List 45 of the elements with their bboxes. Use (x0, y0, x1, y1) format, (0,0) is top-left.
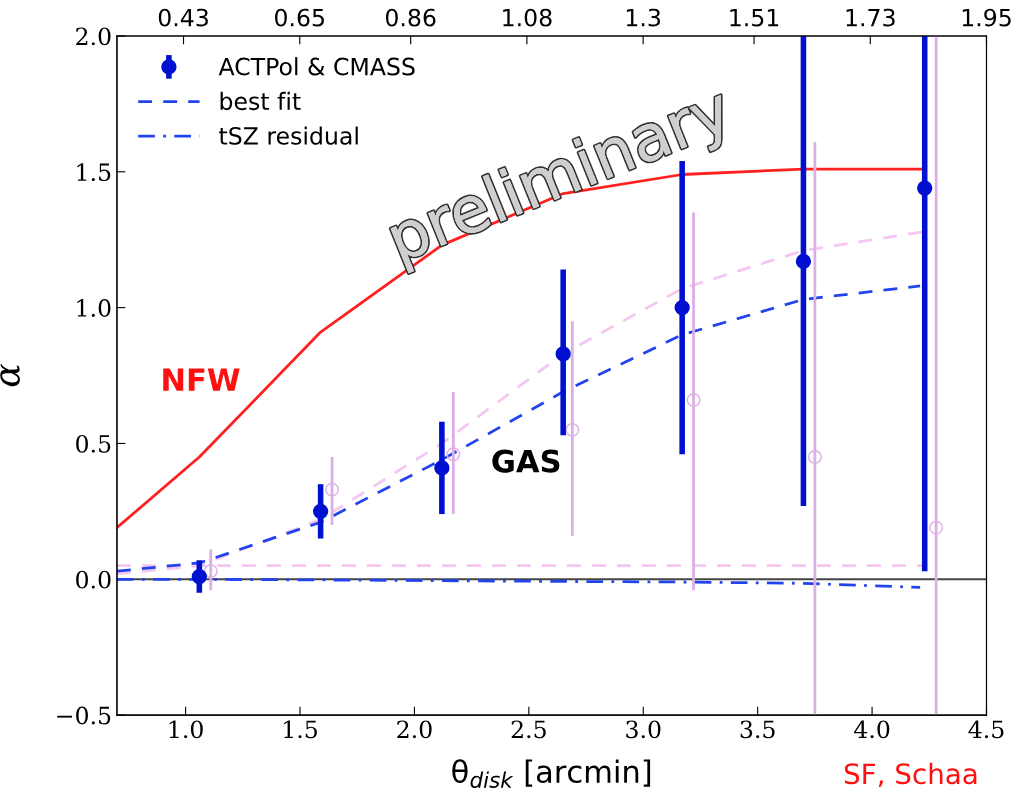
point (565, 422, 580, 437)
x2-tick-label: 1.95 (962, 8, 1011, 27)
x2-tick-label: 1.73 (846, 8, 895, 27)
x-tick-label: 1.0 (169, 720, 203, 739)
x-tick-label: 4.5 (968, 720, 1004, 739)
y-tick-label: 1.5 (77, 163, 111, 182)
x-tick-label: 4.0 (854, 720, 890, 739)
x2-tick-label: 1.51 (730, 8, 779, 27)
y-tick-label: −0.5 (57, 706, 111, 725)
line-series (116, 284, 922, 573)
point (312, 503, 329, 519)
y-tick-label: 0.5 (76, 434, 111, 453)
legend-label: tSZ residual (219, 126, 358, 145)
y-axis-title: α (0, 364, 20, 387)
x2-tick-label: 0.43 (158, 8, 208, 27)
point (795, 253, 812, 270)
point (434, 460, 450, 476)
point (917, 180, 933, 196)
x2-tick-label: 0.86 (385, 8, 436, 27)
point (674, 299, 690, 316)
point (686, 393, 701, 407)
x-tick-label: 3.5 (740, 720, 775, 739)
text: SF, Schaa (844, 762, 977, 788)
x-tick-label: 3.0 (626, 720, 661, 739)
x-axis-title: θ$_{disk}$ [arcmin] (452, 759, 651, 788)
point (191, 568, 207, 585)
x2-tick-label: 0.65 (275, 8, 324, 27)
point (807, 450, 822, 464)
y-tick-label: 0.0 (76, 570, 111, 589)
legend-label: best fit (220, 91, 301, 111)
x-tick-label: 2.0 (397, 720, 432, 739)
annotation: GAS (492, 449, 560, 473)
point (555, 346, 571, 362)
point (929, 520, 944, 535)
annotation: NFW (163, 368, 240, 391)
point (446, 447, 461, 462)
legend-label: ACTPol & CMASS (218, 57, 415, 76)
point (203, 564, 218, 579)
x2-tick-label: 1.3 (626, 8, 660, 27)
x-tick-label: 2.5 (511, 720, 546, 739)
y-tick-label: 2.0 (76, 27, 111, 46)
x-tick-label: 1.5 (284, 720, 317, 739)
x2-tick-label: 1.08 (503, 8, 552, 27)
y-tick-label: 1.0 (77, 299, 111, 317)
point (325, 482, 339, 497)
